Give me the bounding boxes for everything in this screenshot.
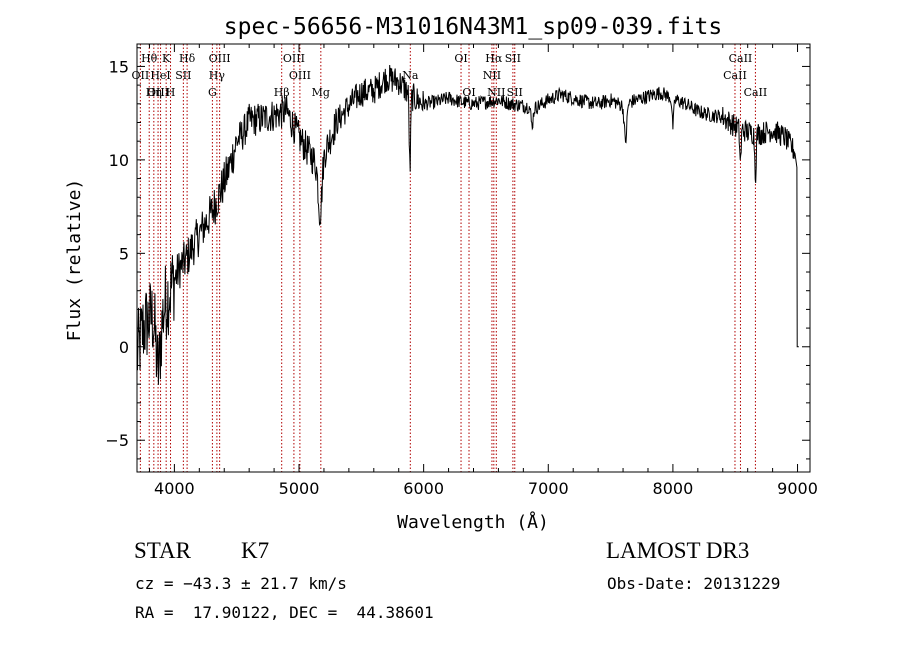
- line-label-9: OIII: [209, 52, 231, 65]
- plot-frame: [136, 43, 811, 473]
- y-tick-label-2: 5: [119, 244, 129, 263]
- obs-date: Obs-Date: 20131229: [607, 574, 781, 593]
- axis-ticks: 4000 5000 6000 7000 8000 9000 −5 0 5 10 15: [105, 44, 818, 498]
- y-tick-label-3: 10: [109, 151, 129, 170]
- coordinates: RA = 17.90122, DEC = 44.38601: [135, 603, 434, 622]
- line-label-20: NII: [483, 69, 501, 82]
- y-tick-label-0: −5: [105, 431, 129, 450]
- line-label-19: Hα: [485, 52, 503, 65]
- redshift-cz: cz = −43.3 ± 21.7 km/s: [135, 574, 347, 593]
- line-label-3: K: [162, 52, 171, 65]
- line-label-18: OI: [462, 86, 475, 99]
- line-markers: [139, 44, 756, 472]
- survey-name: LAMOST DR3: [606, 538, 750, 563]
- object-class: STAR: [134, 538, 191, 563]
- line-label-4: HeI: [150, 69, 170, 82]
- line-label-22: SII: [505, 52, 521, 65]
- spectrum-line: [136, 64, 799, 385]
- line-label-10: Hγ: [209, 69, 226, 82]
- line-label-13: OIII: [283, 52, 305, 65]
- y-tick-label-1: 0: [119, 338, 129, 357]
- x-tick-label-1: 5000: [279, 479, 320, 498]
- object-subclass: K7: [241, 538, 270, 563]
- line-label-0: Hθ: [141, 52, 158, 65]
- line-label-6: H: [166, 86, 176, 99]
- chart-title: spec-56656-M31016N43M1_sp09-039.fits: [224, 14, 723, 40]
- line-label-26: CaII: [744, 86, 768, 99]
- line-label-25: CaII: [729, 52, 753, 65]
- y-axis-label: Flux (relative): [64, 179, 85, 342]
- x-axis-label: Wavelength (Å): [397, 511, 549, 533]
- y-tick-label-4: 15: [109, 57, 129, 76]
- x-tick-label-5: 9000: [777, 479, 818, 498]
- x-tick-label-4: 8000: [653, 479, 694, 498]
- line-label-23: SII: [507, 86, 523, 99]
- line-label-16: Na: [402, 69, 419, 82]
- line-label-14: OIII: [289, 69, 311, 82]
- line-label-11: G: [208, 86, 217, 99]
- line-label-8: SII: [175, 69, 191, 82]
- line-label-21: NII: [487, 86, 505, 99]
- x-tick-label-3: 7000: [528, 479, 569, 498]
- line-label-7: Hδ: [179, 52, 196, 65]
- line-label-17: OI: [454, 52, 467, 65]
- line-label-24: CaII: [723, 69, 747, 82]
- line-label-1: OII: [132, 69, 150, 82]
- x-tick-label-2: 6000: [403, 479, 444, 498]
- line-label-15: Mg: [312, 86, 330, 99]
- x-tick-label-0: 4000: [154, 479, 195, 498]
- line-label-12: Hβ: [274, 86, 290, 99]
- line-label-5: Hη: [146, 86, 162, 99]
- line-label-2: OIII: [147, 86, 169, 99]
